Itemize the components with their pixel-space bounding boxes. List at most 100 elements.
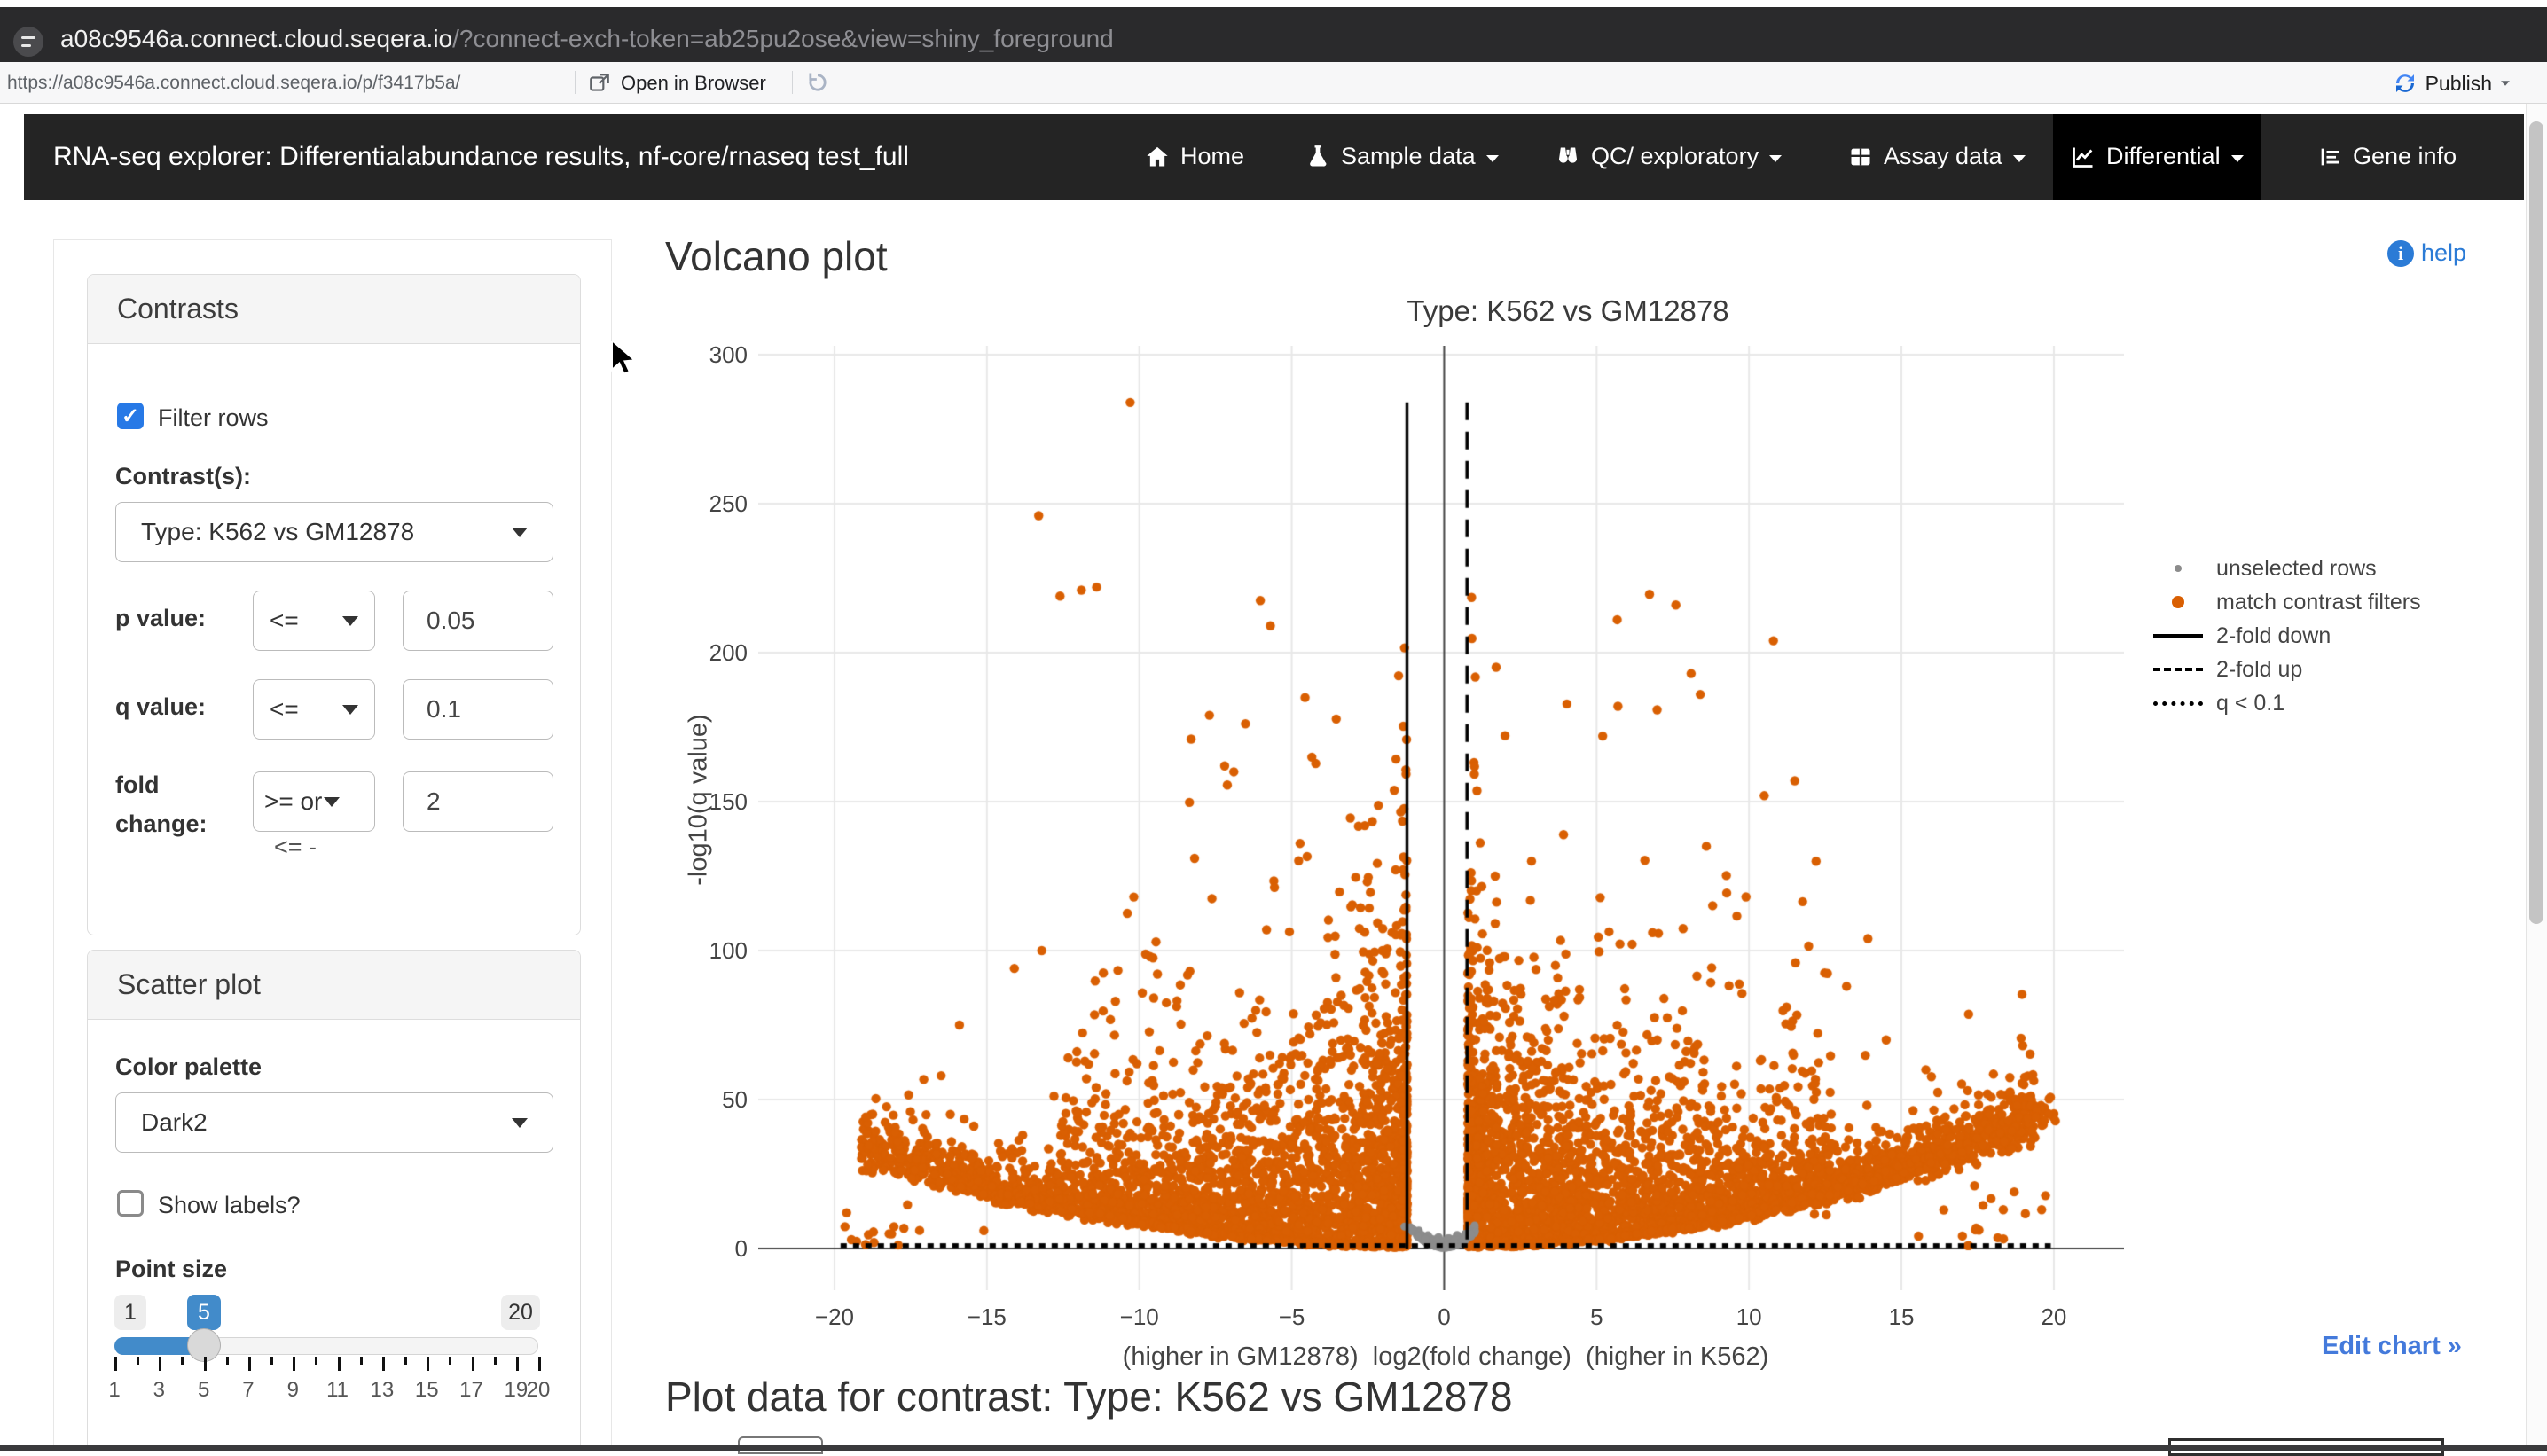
q-value-label: q value: bbox=[115, 693, 207, 720]
slider-tick-label: 20 bbox=[526, 1378, 551, 1402]
legend-item-2fold-down[interactable]: 2-fold down bbox=[2151, 619, 2421, 653]
fold-change-input[interactable]: 2 bbox=[403, 771, 553, 832]
x-tick: 0 bbox=[1438, 1303, 1451, 1330]
open-in-browser-icon[interactable] bbox=[588, 72, 611, 95]
toolbar-url: https://a08c9546a.connect.cloud.seqera.i… bbox=[7, 73, 461, 93]
slider-tick bbox=[337, 1357, 341, 1371]
slider-tick-label: 19 bbox=[504, 1378, 529, 1402]
y-tick: 50 bbox=[722, 1085, 748, 1113]
x-tick: 15 bbox=[1888, 1303, 1915, 1330]
publish-label: Publish bbox=[2425, 71, 2492, 95]
orange-dot-marker bbox=[2172, 596, 2184, 608]
nav-item-differential[interactable]: Differential bbox=[2053, 114, 2261, 200]
slider-tick bbox=[381, 1357, 385, 1371]
slider-tick bbox=[293, 1357, 296, 1371]
slider-tick-label: 9 bbox=[286, 1378, 299, 1402]
home-icon bbox=[1147, 146, 1168, 166]
refresh-icon[interactable] bbox=[805, 70, 830, 95]
chevron-down-icon bbox=[1769, 154, 1783, 162]
slider-tick-label: 13 bbox=[370, 1378, 395, 1402]
chart-legend: unselected rows match contrast filters 2… bbox=[2151, 552, 2421, 720]
legend-item-2fold-up[interactable]: 2-fold up bbox=[2151, 653, 2421, 686]
slider-tick bbox=[181, 1357, 184, 1365]
plot-data-heading: Plot data for contrast: Type: K562 vs GM… bbox=[665, 1374, 1513, 1420]
url-params: /?connect-exch-token=ab25pu2ose&view=shi… bbox=[452, 25, 1114, 52]
app-title: RNA-seq explorer: Differentialabundance … bbox=[53, 141, 909, 171]
q-value-input[interactable]: 0.1 bbox=[403, 679, 553, 740]
nav-item-home[interactable]: Home bbox=[1127, 114, 1262, 200]
legend-item-match[interactable]: match contrast filters bbox=[2151, 585, 2421, 619]
contrast-select[interactable]: Type: K562 vs GM12878 bbox=[115, 502, 553, 562]
fold-change-operator-select[interactable]: >= or bbox=[253, 771, 375, 832]
slider-tick bbox=[225, 1357, 229, 1365]
scrollbar-thumb[interactable] bbox=[2529, 121, 2543, 924]
chevron-down-icon bbox=[1485, 154, 1499, 162]
divider bbox=[792, 71, 793, 94]
filter-rows-checkbox[interactable]: ✓ bbox=[117, 403, 144, 429]
window-bottom-edge bbox=[0, 1445, 2547, 1451]
slider-tick bbox=[359, 1357, 363, 1365]
legend-item-q-threshold[interactable]: q < 0.1 bbox=[2151, 686, 2421, 720]
slider-tick bbox=[247, 1357, 251, 1371]
slider-tick-label: 15 bbox=[414, 1378, 439, 1402]
contrasts-panel-title: Contrasts bbox=[88, 275, 580, 344]
slider-tick-label: 1 bbox=[108, 1378, 121, 1402]
y-tick: 250 bbox=[709, 490, 748, 518]
nav-item-assay-data[interactable]: Assay data bbox=[1830, 114, 2043, 200]
x-tick: −10 bbox=[1119, 1303, 1159, 1330]
mouse-cursor bbox=[611, 341, 637, 375]
browser-url-bar[interactable]: a08c9546a.connect.cloud.seqera.io/?conne… bbox=[0, 7, 2547, 62]
slider-min-badge: 1 bbox=[114, 1295, 146, 1330]
tab-stack-icon[interactable] bbox=[13, 27, 43, 57]
show-labels-checkbox[interactable] bbox=[117, 1190, 144, 1217]
chevron-down-icon bbox=[2230, 154, 2244, 162]
slider-tick bbox=[538, 1357, 541, 1371]
chevron-down-icon bbox=[512, 1117, 528, 1128]
legend-item-unselected[interactable]: unselected rows bbox=[2151, 552, 2421, 585]
open-in-browser-button[interactable]: Open in Browser bbox=[621, 72, 766, 94]
binoculars-icon bbox=[1558, 147, 1578, 163]
x-tick: −5 bbox=[1278, 1303, 1305, 1330]
publish-sync-icon bbox=[2395, 74, 2414, 92]
p-value-operator-select[interactable]: <= bbox=[253, 591, 375, 651]
fold-change-label-line1: fold bbox=[115, 771, 160, 798]
address-url[interactable]: a08c9546a.connect.cloud.seqera.io/?conne… bbox=[60, 25, 1114, 53]
y-tick: 100 bbox=[709, 937, 748, 964]
chevron-down-icon bbox=[342, 704, 358, 715]
list-icon bbox=[2321, 148, 2339, 165]
slider-tick-label: 3 bbox=[153, 1378, 165, 1402]
chevron-down-icon bbox=[342, 615, 358, 626]
nav-item-qc-exploratory[interactable]: QC/ exploratory bbox=[1538, 114, 1799, 200]
help-link[interactable]: i help bbox=[2387, 239, 2466, 267]
contrasts-panel: Contrasts ✓ Filter rows Contrast(s): Typ… bbox=[87, 274, 581, 935]
slider-tick bbox=[114, 1357, 117, 1371]
slider-tick-label: 17 bbox=[459, 1378, 483, 1402]
nav-item-gene-info[interactable]: Gene info bbox=[2300, 114, 2474, 200]
info-icon: i bbox=[2387, 239, 2414, 267]
nav-item-sample-data[interactable]: Sample data bbox=[1288, 114, 1516, 200]
slider-tick bbox=[159, 1357, 162, 1371]
slider-tick-label: 5 bbox=[197, 1378, 210, 1402]
chevron-down-icon bbox=[2012, 154, 2026, 162]
slider-tick bbox=[515, 1357, 519, 1371]
edit-chart-link[interactable]: Edit chart » bbox=[2322, 1332, 2462, 1360]
fold-change-label-line2: change: bbox=[115, 810, 208, 837]
publish-button[interactable]: Publish bbox=[2392, 69, 2512, 98]
q-value-operator-select[interactable]: <= bbox=[253, 679, 375, 740]
color-palette-value: Dark2 bbox=[141, 1108, 208, 1136]
volcano-scatter-plot[interactable] bbox=[758, 346, 2124, 1290]
p-value-input[interactable]: 0.05 bbox=[403, 591, 553, 651]
slider-tick bbox=[203, 1357, 207, 1371]
y-tick: 300 bbox=[709, 341, 748, 369]
p-value-label: p value: bbox=[115, 605, 207, 631]
slider-ticks: 1 3 5 7 9 11 13 15 17 19 20 bbox=[108, 1357, 550, 1410]
url-host: a08c9546a.connect.cloud.seqera.io bbox=[60, 25, 453, 52]
solid-line-marker bbox=[2153, 634, 2203, 638]
slider-fill bbox=[114, 1337, 204, 1355]
chart-title: Type: K562 vs GM12878 bbox=[1407, 294, 1729, 327]
color-palette-select[interactable]: Dark2 bbox=[115, 1092, 553, 1153]
slider-tick bbox=[427, 1357, 430, 1371]
chevron-down-icon bbox=[2501, 81, 2510, 86]
contrast-select-value: Type: K562 vs GM12878 bbox=[141, 518, 415, 545]
slider-tick bbox=[137, 1357, 140, 1365]
